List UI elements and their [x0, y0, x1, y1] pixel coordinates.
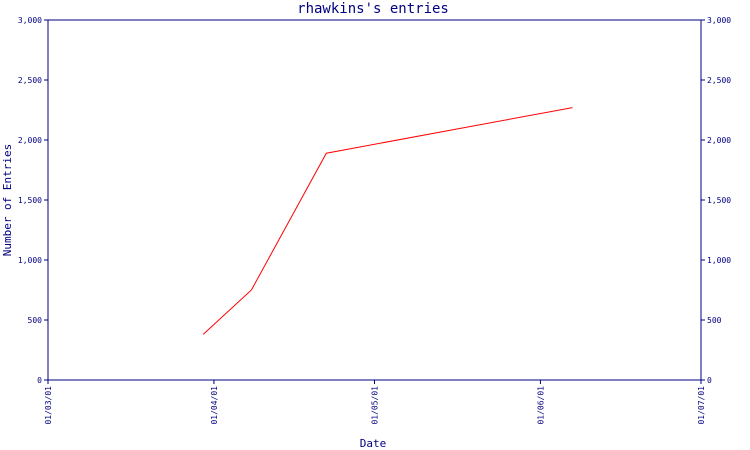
y-tick-label-left: 500	[28, 316, 43, 325]
y-axis-ticks: 0 0 500 500 1,000 1,000 1,500 1,500 2,000 2,000 2,…	[18, 16, 731, 385]
y-tick-label-right: 1,500	[707, 196, 731, 205]
y-tick-label-left: 2,500	[18, 76, 42, 85]
series-line-0	[202, 107, 573, 335]
y-axis-label: Number of Entries	[1, 144, 14, 257]
series-group	[202, 107, 573, 335]
y-tick-label-right: 2,500	[707, 76, 731, 85]
y-tick-label-right: 3,000	[707, 16, 731, 25]
y-tick-label-left: 2,000	[18, 136, 42, 145]
y-tick-label-right: 0	[707, 376, 712, 385]
y-tick-label-right: 2,000	[707, 136, 731, 145]
y-tick-label-left: 3,000	[18, 16, 42, 25]
x-tick-label: 01/04/01	[210, 386, 219, 425]
x-tick-label: 01/03/01	[44, 386, 53, 425]
chart-title: rhawkins's entries	[297, 1, 449, 17]
plot-area-frame	[47, 19, 702, 381]
y-tick-label-left: 0	[37, 376, 42, 385]
x-axis-ticks: 01/03/01 01/04/01 01/05/01 01/06/01 01/07/01	[44, 380, 706, 425]
y-tick-label-left: 1,500	[18, 196, 42, 205]
x-axis-label: Date	[360, 437, 387, 450]
x-tick-label: 01/07/01	[697, 386, 706, 425]
y-tick-label-right: 500	[707, 316, 722, 325]
y-tick-label-left: 1,000	[18, 256, 42, 265]
x-tick-label: 01/06/01	[536, 386, 545, 425]
y-tick-label-right: 1,000	[707, 256, 731, 265]
x-tick-label: 01/05/01	[371, 386, 380, 425]
